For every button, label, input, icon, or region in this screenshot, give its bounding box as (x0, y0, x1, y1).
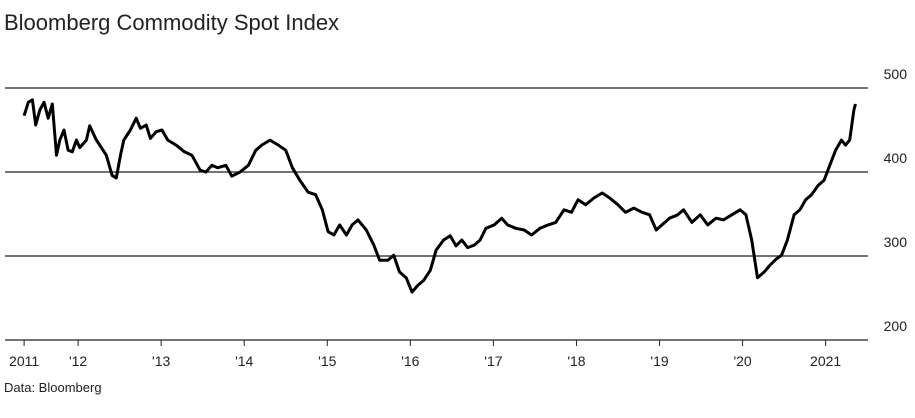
x-tick-label: '17 (484, 353, 502, 369)
x-tick-label: '15 (318, 353, 336, 369)
y-tick-label: 200 (884, 318, 908, 334)
x-tick-label: '12 (69, 353, 87, 369)
line (22, 98, 857, 294)
y-tick-label: 500 (884, 66, 908, 82)
x-tick-label: '14 (235, 353, 253, 369)
chart-title: Bloomberg Commodity Spot Index (4, 10, 339, 35)
y-tick-label: 400 (884, 150, 908, 166)
x-tick-label: '13 (152, 353, 170, 369)
x-tick-label: 2011 (9, 353, 39, 369)
x-tick-label: 2021 (810, 353, 841, 369)
x-tick-label: '20 (733, 353, 751, 369)
x-tick-label: '18 (567, 353, 585, 369)
x-tick-label: '16 (401, 353, 419, 369)
y-tick-label: 300 (884, 234, 908, 250)
x-tick-label: '19 (650, 353, 668, 369)
source: Data: Bloomberg (4, 380, 102, 395)
